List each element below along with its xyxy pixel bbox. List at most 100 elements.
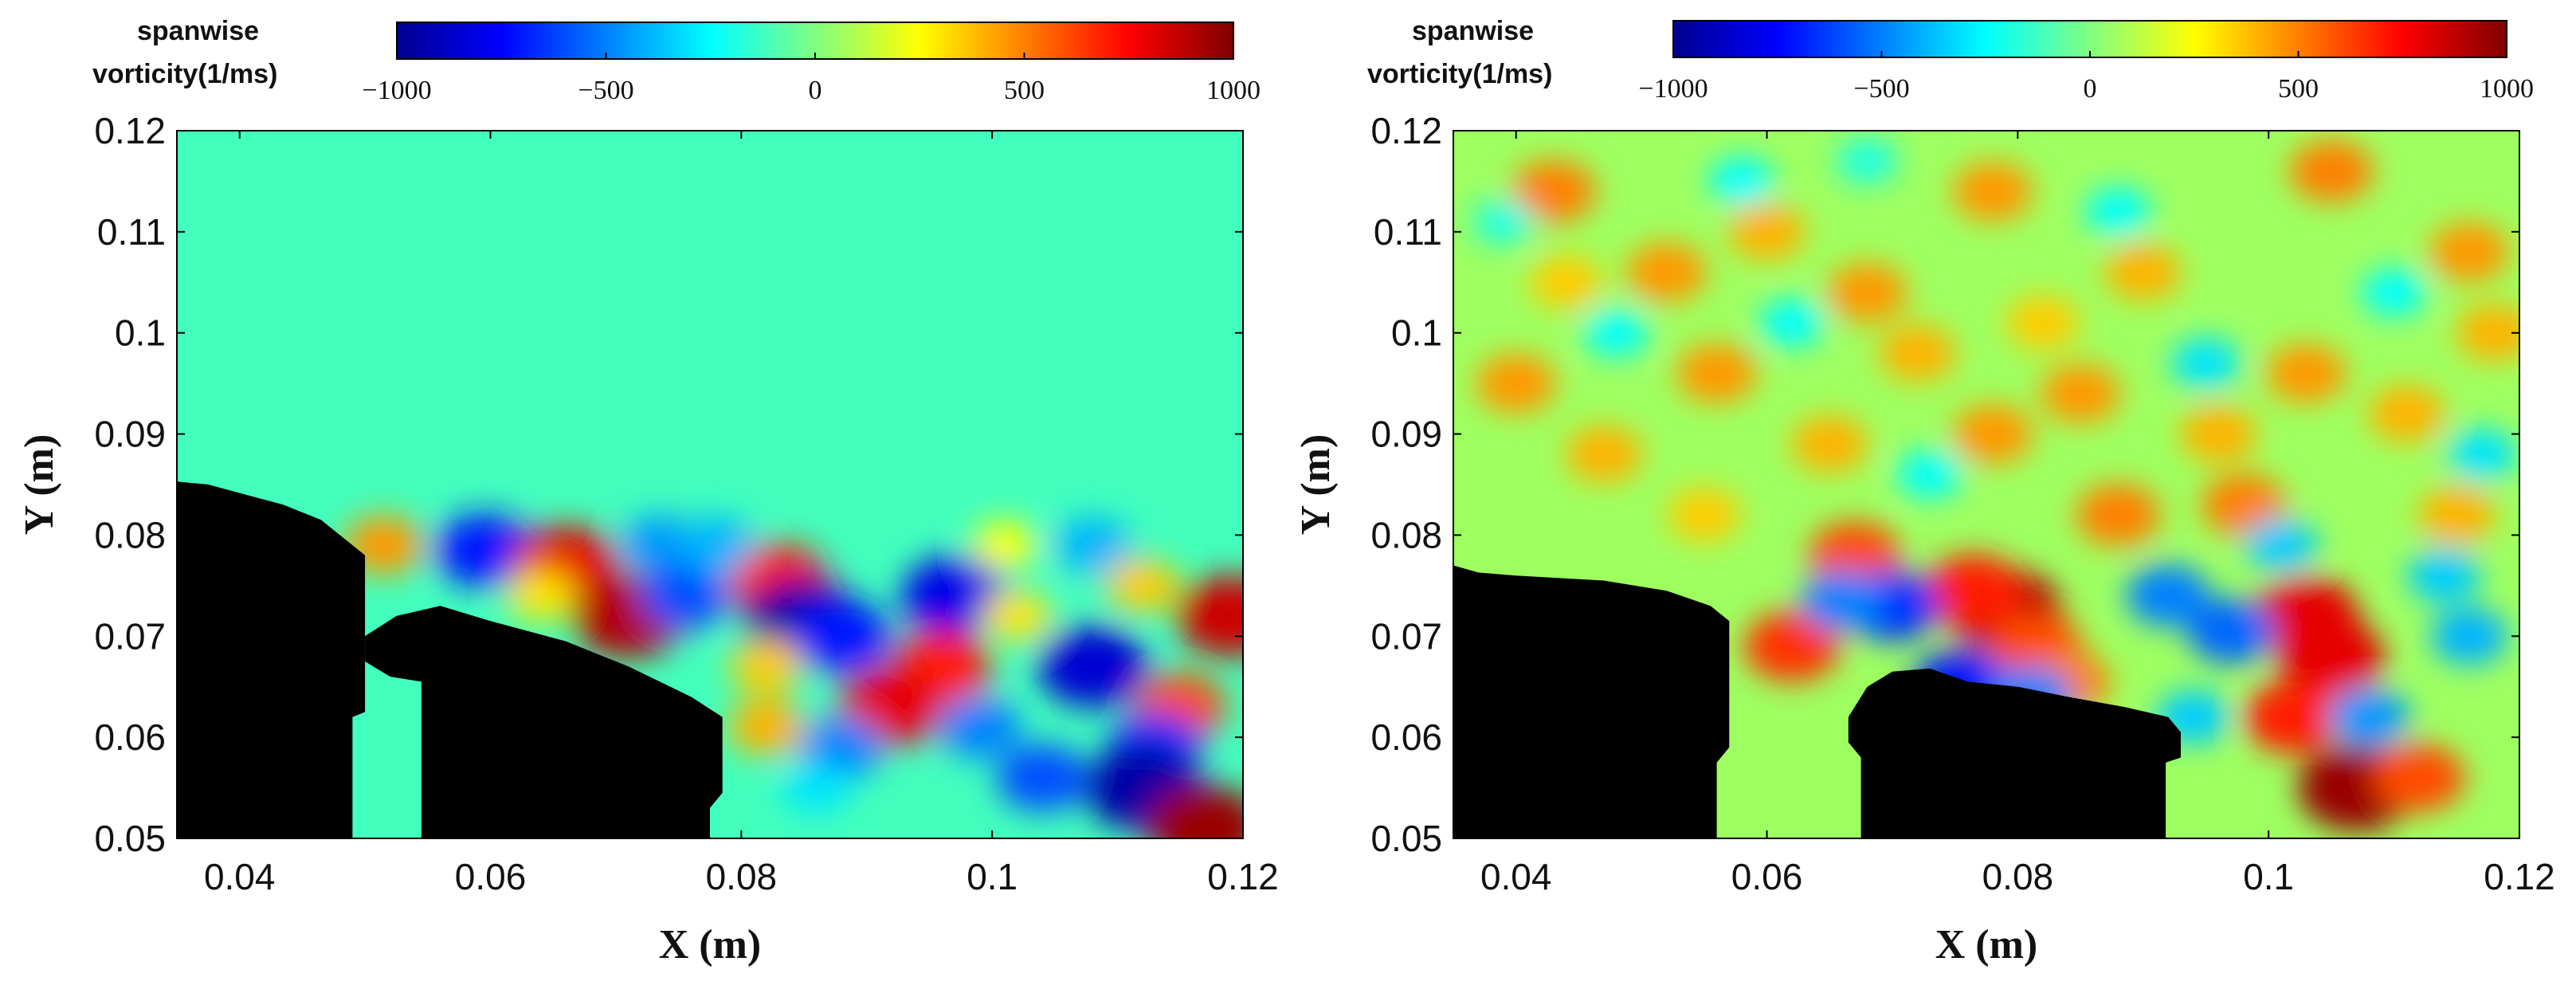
left-x-tick-label: 0.04 bbox=[204, 856, 276, 897]
right-vortex-20 bbox=[2076, 484, 2160, 547]
right-vortex-49 bbox=[2171, 337, 2241, 389]
right-vortex-16 bbox=[2187, 599, 2275, 664]
left-colorbar-ticks: −1000 −500 0 500 1000 bbox=[362, 53, 1261, 105]
right-obstacle-0 bbox=[1453, 565, 1730, 838]
left-vortex-28 bbox=[971, 520, 1038, 570]
right-vortex-51 bbox=[2447, 428, 2517, 481]
left-x-tick-label: 0.12 bbox=[1207, 856, 1279, 897]
left-vortex-3 bbox=[619, 515, 700, 575]
right-vortex-22 bbox=[1511, 160, 1596, 223]
right-y-tick-label: 0.09 bbox=[1370, 414, 1442, 455]
right-vortex-38 bbox=[2368, 385, 2445, 442]
left-vortex-15 bbox=[1106, 559, 1179, 613]
left-vortex-8 bbox=[792, 599, 892, 673]
right-vortex-8 bbox=[2373, 744, 2465, 812]
left-vortex-10 bbox=[901, 556, 1008, 635]
left-vortex-22 bbox=[727, 698, 805, 756]
right-y-axis-label: Y (m) bbox=[1293, 434, 1339, 536]
right-vortex-47 bbox=[1897, 449, 1963, 499]
left-vortex-1 bbox=[434, 513, 534, 587]
right-y-tick-label: 0.05 bbox=[1370, 818, 1442, 859]
right-colorbar-tick-label: 1000 bbox=[2480, 74, 2534, 104]
left-obstacle-0 bbox=[177, 481, 366, 838]
left-vortex-25 bbox=[782, 762, 852, 814]
right-obstacles bbox=[1453, 565, 2181, 838]
left-obstacles bbox=[177, 481, 723, 838]
right-colorbar-tick-label: −1000 bbox=[1638, 74, 1708, 104]
left-y-tick-label: 0.09 bbox=[94, 414, 166, 455]
right-vortex-27 bbox=[2104, 244, 2182, 301]
left-vortex-23 bbox=[937, 696, 1022, 759]
left-vortex-27 bbox=[506, 570, 575, 622]
right-y-tick-label: 0.07 bbox=[1370, 615, 1442, 657]
right-vortex-24 bbox=[1728, 203, 1806, 261]
left-x-tick-label: 0.06 bbox=[455, 856, 527, 897]
left-colorbar-tick-label: −1000 bbox=[362, 76, 431, 105]
left-vortex-24 bbox=[996, 744, 1088, 812]
left-vortex-5 bbox=[639, 562, 731, 630]
left-vortex-20 bbox=[1175, 575, 1243, 657]
right-vortex-35 bbox=[2040, 363, 2121, 424]
left-plot-frame bbox=[176, 130, 1244, 839]
left-vortex-26 bbox=[677, 516, 755, 574]
right-vortex-44 bbox=[2006, 296, 2080, 350]
right-colorbar-tick-label: 500 bbox=[2278, 74, 2319, 104]
left-vortex-19 bbox=[1147, 785, 1243, 838]
right-vortex-15 bbox=[2126, 564, 2210, 627]
right-vortex-42 bbox=[1668, 488, 1741, 542]
right-vortex-31 bbox=[1565, 426, 1642, 483]
left-y-tick-label: 0.07 bbox=[94, 615, 166, 657]
left-panel: spanwise vorticity(1/ms) −1000 −500 0 500 10… bbox=[17, 16, 1279, 967]
left-colorbar-label-line2: vorticity(1/ms) bbox=[92, 59, 277, 89]
right-vortex-43 bbox=[1529, 255, 1603, 310]
right-y-tick-label: 0.06 bbox=[1370, 716, 1442, 758]
right-vortex-6 bbox=[2244, 681, 2343, 754]
left-colorbar-tick-label: 0 bbox=[809, 76, 822, 105]
right-vortex-29 bbox=[2429, 222, 2510, 282]
right-vortex-53 bbox=[2245, 518, 2318, 572]
left-vortex-29 bbox=[1054, 516, 1131, 574]
right-colorbar-ticks: −1000 −500 0 500 1000 bbox=[1638, 51, 2534, 104]
left-colorbar-label-line1: spanwise bbox=[137, 16, 259, 46]
left-y-tick-label: 0.08 bbox=[94, 514, 166, 555]
right-x-axis-label: X (m) bbox=[1935, 922, 2038, 967]
right-vortex-40 bbox=[2202, 473, 2286, 536]
right-colorbar: spanwise vorticity(1/ms) −1000 −500 0 500 10… bbox=[1367, 16, 2534, 104]
right-vortex-18 bbox=[2430, 607, 2508, 665]
right-vortex-32 bbox=[1676, 343, 1758, 403]
right-vortex-5 bbox=[2278, 617, 2385, 696]
right-colorbar-tick-label: 0 bbox=[2084, 74, 2097, 104]
right-vortex-17 bbox=[2328, 687, 2409, 748]
left-plot-area bbox=[177, 131, 1243, 838]
right-vortex-28 bbox=[2289, 139, 2374, 202]
right-colorbar-label-line1: spanwise bbox=[1412, 16, 1534, 46]
right-colorbar-label-line2: vorticity(1/ms) bbox=[1367, 59, 1552, 89]
right-y-tick-label: 0.12 bbox=[1370, 110, 1442, 151]
right-vortex-41 bbox=[2418, 486, 2496, 544]
right-x-tick-label: 0.06 bbox=[1731, 856, 1803, 897]
left-obstacle-1 bbox=[365, 606, 723, 838]
right-x-tick-label: 0.12 bbox=[2484, 856, 2555, 897]
right-vortex-26 bbox=[1952, 161, 2033, 222]
left-y-tick-label: 0.12 bbox=[94, 110, 166, 151]
right-vortex-54 bbox=[2407, 548, 2481, 603]
right-x-tick-label: 0.08 bbox=[1982, 856, 2054, 897]
left-x-axis-label: X (m) bbox=[659, 922, 762, 967]
right-axes: 0.04 0.06 0.08 0.1 0.12 0.05 0.06 0.07 0.08 0.09 0… bbox=[1370, 110, 2554, 897]
left-vortex-9 bbox=[730, 639, 803, 694]
right-vortex-39 bbox=[2456, 304, 2519, 362]
right-vortex-52 bbox=[1759, 298, 1825, 347]
right-vortex-45 bbox=[1583, 308, 1649, 358]
left-vortex-structures bbox=[343, 513, 1243, 838]
left-y-tick-label: 0.06 bbox=[94, 716, 166, 758]
right-colorbar-tick-label: −500 bbox=[1853, 74, 1909, 104]
right-vortex-34 bbox=[1879, 324, 1956, 382]
left-vortex-13 bbox=[1037, 626, 1147, 708]
left-x-tick-label: 0.1 bbox=[966, 856, 1017, 897]
right-obstacle-1 bbox=[1848, 668, 2181, 838]
right-x-tick-label: 0.1 bbox=[2243, 856, 2294, 897]
right-y-tick-label: 0.1 bbox=[1391, 312, 1442, 354]
right-vortex-55 bbox=[1472, 198, 1535, 245]
right-y-tick-label: 0.11 bbox=[1374, 211, 1442, 253]
right-vortex-48 bbox=[2085, 187, 2151, 236]
